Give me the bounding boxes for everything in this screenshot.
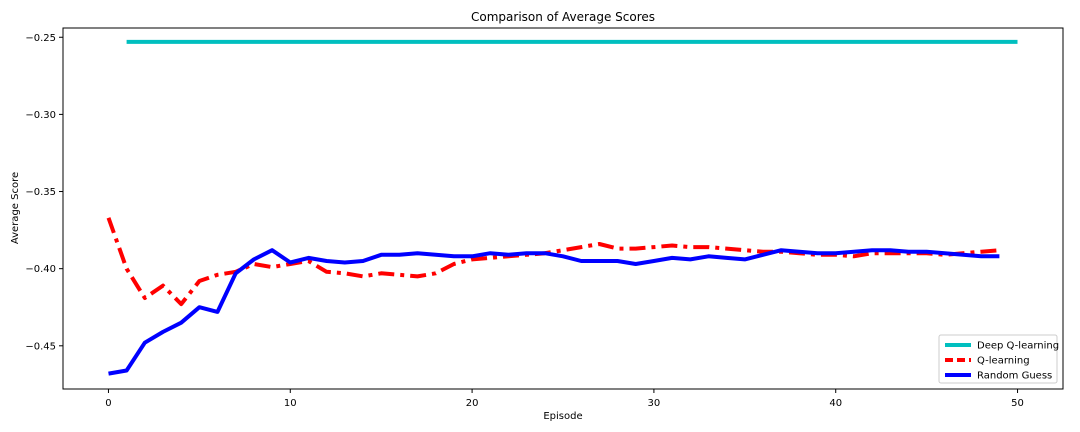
x-tick-label: 30 xyxy=(648,398,661,409)
legend: Deep Q-learning Q-learning Random Guess xyxy=(938,334,1059,384)
x-tick-label: 10 xyxy=(284,398,297,409)
x-tick-label: 20 xyxy=(466,398,479,409)
chart-title: Comparison of Average Scores xyxy=(471,10,655,24)
y-axis-label: Average Score xyxy=(10,172,21,244)
x-tick-label: 40 xyxy=(829,398,842,409)
y-tick-label: −0.40 xyxy=(25,264,56,275)
legend-label: Deep Q-learning xyxy=(977,341,1059,352)
x-tick-label: 0 xyxy=(105,398,111,409)
plot-lines xyxy=(106,39,1018,376)
x-axis-label: Episode xyxy=(543,411,582,422)
y-tick-label: −0.45 xyxy=(25,341,56,352)
y-tick-label: −0.30 xyxy=(25,110,56,121)
legend-label: Q-learning xyxy=(977,356,1030,367)
y-axis-ticks: −0.45 −0.40 −0.35 −0.30 −0.25 xyxy=(25,33,63,352)
legend-label: Random Guess xyxy=(977,371,1052,382)
x-axis-ticks: 0 10 20 30 40 50 xyxy=(105,389,1024,409)
series-line-q-learning xyxy=(106,217,1000,307)
y-tick-label: −0.25 xyxy=(25,33,56,44)
series-line-random-guess xyxy=(108,248,1000,376)
y-tick-label: −0.35 xyxy=(25,187,56,198)
plot-frame xyxy=(62,27,1064,390)
x-tick-label: 50 xyxy=(1011,398,1024,409)
